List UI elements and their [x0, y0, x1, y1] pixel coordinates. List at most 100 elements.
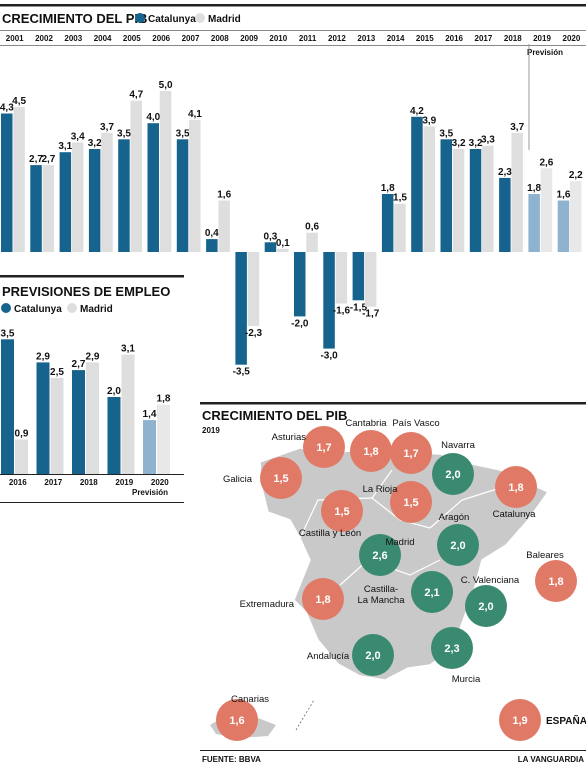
region-bubble-la-rioja	[390, 481, 432, 523]
gdp-bar-madrid	[511, 132, 523, 252]
emp-legend-label-madrid: Madrid	[80, 304, 113, 315]
gdp-bar-madrid	[130, 100, 142, 252]
year-axis-divider	[0, 45, 586, 46]
region-value-castilla-la-mancha: 2,1	[424, 587, 439, 599]
gdp-year-label: 2006	[152, 34, 170, 43]
gdp-year-label: 2010	[269, 34, 287, 43]
canary-inset-line	[295, 699, 315, 731]
gdp-bar-madrid	[570, 181, 582, 252]
region-value-galicia: 1,5	[273, 473, 288, 485]
gdp-value-label-madrid: 0,6	[305, 222, 319, 233]
employment-year-label: 2016	[9, 478, 27, 487]
gdp-value-label-catalunya: 1,6	[557, 190, 571, 201]
gdp-year-label: 2018	[504, 34, 522, 43]
gdp-bar-catalunya	[528, 194, 540, 252]
region-value-castilla-y-le-n: 1,5	[334, 506, 349, 518]
employment-year-axis: 2016 2017 2018 2019 2020	[9, 478, 169, 487]
gdp-year-label: 2001	[6, 34, 24, 43]
gdp-year-axis: 2001 2002 2003 2004 2005 2006 2007 2008 2009 2010…	[6, 34, 581, 43]
region-bubble-arag-n	[437, 524, 479, 566]
employment-bar-madrid	[121, 354, 135, 474]
region-value-navarra: 2,0	[445, 469, 460, 481]
gdp-value-label-madrid: 2,6	[539, 157, 553, 168]
region-label-catalunya: Catalunya	[493, 509, 536, 520]
region-bubble-navarra	[432, 453, 474, 495]
gdp-value-label-catalunya: 3,2	[88, 138, 102, 149]
region-label-extremadura: Extremadura	[240, 599, 295, 610]
gdp-bar-madrid	[277, 248, 289, 252]
gdp-value-label-madrid: 0,1	[276, 238, 290, 249]
region-label-baleares: Baleares	[526, 550, 564, 561]
region-label-murcia: Murcia	[452, 674, 481, 685]
employment-value-label-madrid: 3,1	[121, 344, 135, 355]
region-bubble-castilla-y-le-n	[321, 490, 363, 532]
region-bubble-cantabria	[350, 430, 392, 472]
gdp-value-label-catalunya: 3,2	[469, 138, 483, 149]
gdp-value-label-catalunya: -3,0	[320, 351, 338, 362]
employment-value-label-catalunya: 2,9	[36, 351, 50, 362]
gdp-bar-madrid	[540, 168, 553, 252]
region-label-galicia: Galicia	[223, 474, 253, 485]
gdp-year-label: 2009	[240, 34, 258, 43]
employment-bottom-rule	[0, 502, 184, 503]
gdp-value-label-catalunya: 0,4	[205, 228, 219, 239]
gdp-year-label: 2016	[445, 34, 463, 43]
gdp-year-label: 2012	[328, 34, 346, 43]
employment-bar-madrid	[157, 404, 170, 474]
region-label-castilla-y-le-n: Castilla y León	[299, 528, 361, 539]
region-value-espa-a: 1,9	[512, 715, 527, 727]
employment-bar-madrid	[50, 377, 64, 475]
gdp-bars: 4,34,52,72,73,13,43,23,73,54,74,05,03,54…	[0, 80, 583, 378]
region-value-baleares: 1,8	[548, 576, 563, 588]
gdp-year-label: 2005	[123, 34, 141, 43]
employment-value-label-madrid: 2,9	[86, 351, 100, 362]
gdp-year-label: 2019	[533, 34, 551, 43]
gdp-bar-madrid	[71, 142, 84, 252]
gdp-bar-catalunya	[264, 242, 277, 252]
gdp-year-label: 2007	[182, 34, 200, 43]
region-bubble-baleares	[535, 560, 577, 602]
gdp-bar-catalunya	[235, 252, 247, 365]
gdp-value-label-madrid: 2,2	[569, 170, 583, 181]
gdp-value-label-madrid: 3,7	[510, 122, 524, 133]
region-value-murcia: 2,3	[444, 643, 459, 655]
gdp-year-label: 2002	[35, 34, 53, 43]
region-label-arag-n: Aragón	[439, 512, 470, 523]
gdp-bar-catalunya	[440, 139, 452, 252]
employment-value-label-catalunya: 3,5	[1, 328, 15, 339]
gdp-value-label-catalunya: 3,5	[439, 128, 453, 139]
gdp-value-label-catalunya: 0,3	[263, 231, 277, 242]
region-value-catalunya: 1,8	[508, 482, 523, 494]
gdp-value-label-madrid: 4,7	[129, 90, 143, 101]
legend-swatch-madrid	[195, 13, 205, 23]
gdp-value-label-madrid: 5,0	[159, 80, 173, 91]
region-value-arag-n: 2,0	[450, 540, 465, 552]
gdp-value-label-madrid: 1,5	[393, 193, 407, 204]
employment-forecast-label: Previsión	[132, 488, 168, 497]
gdp-bar-catalunya	[557, 200, 570, 252]
gdp-value-label-catalunya: 1,8	[381, 183, 395, 194]
region-value-andaluc-a: 2,0	[365, 650, 380, 662]
employment-baseline	[0, 474, 184, 475]
source-note: FUENTE: BBVA	[202, 755, 261, 764]
employment-year-label: 2020	[151, 478, 169, 487]
gdp-year-label: 2017	[475, 34, 493, 43]
gdp-year-label: 2003	[64, 34, 82, 43]
region-bubble-catalunya	[495, 466, 537, 508]
gdp-value-label-catalunya: 3,5	[117, 128, 131, 139]
region-bubble-asturias	[303, 426, 345, 468]
gdp-bar-catalunya	[411, 116, 423, 252]
gdp-bar-catalunya	[469, 149, 482, 252]
region-bubble-galicia	[260, 457, 302, 499]
gdp-value-label-madrid: -1,7	[362, 309, 380, 320]
gdp-value-label-catalunya: -2,0	[291, 318, 309, 329]
region-label-andaluc-a: Andalucía	[307, 651, 350, 662]
gdp-value-label-catalunya: 4,2	[410, 106, 424, 117]
emp-legend-label-catalunya: Catalunya	[14, 304, 62, 315]
gdp-year-label: 2015	[416, 34, 434, 43]
employment-top-rule	[0, 275, 184, 278]
employment-value-label-catalunya: 2,7	[72, 359, 86, 370]
gdp-bar-catalunya	[1, 113, 13, 252]
gdp-bar-catalunya	[118, 139, 130, 252]
